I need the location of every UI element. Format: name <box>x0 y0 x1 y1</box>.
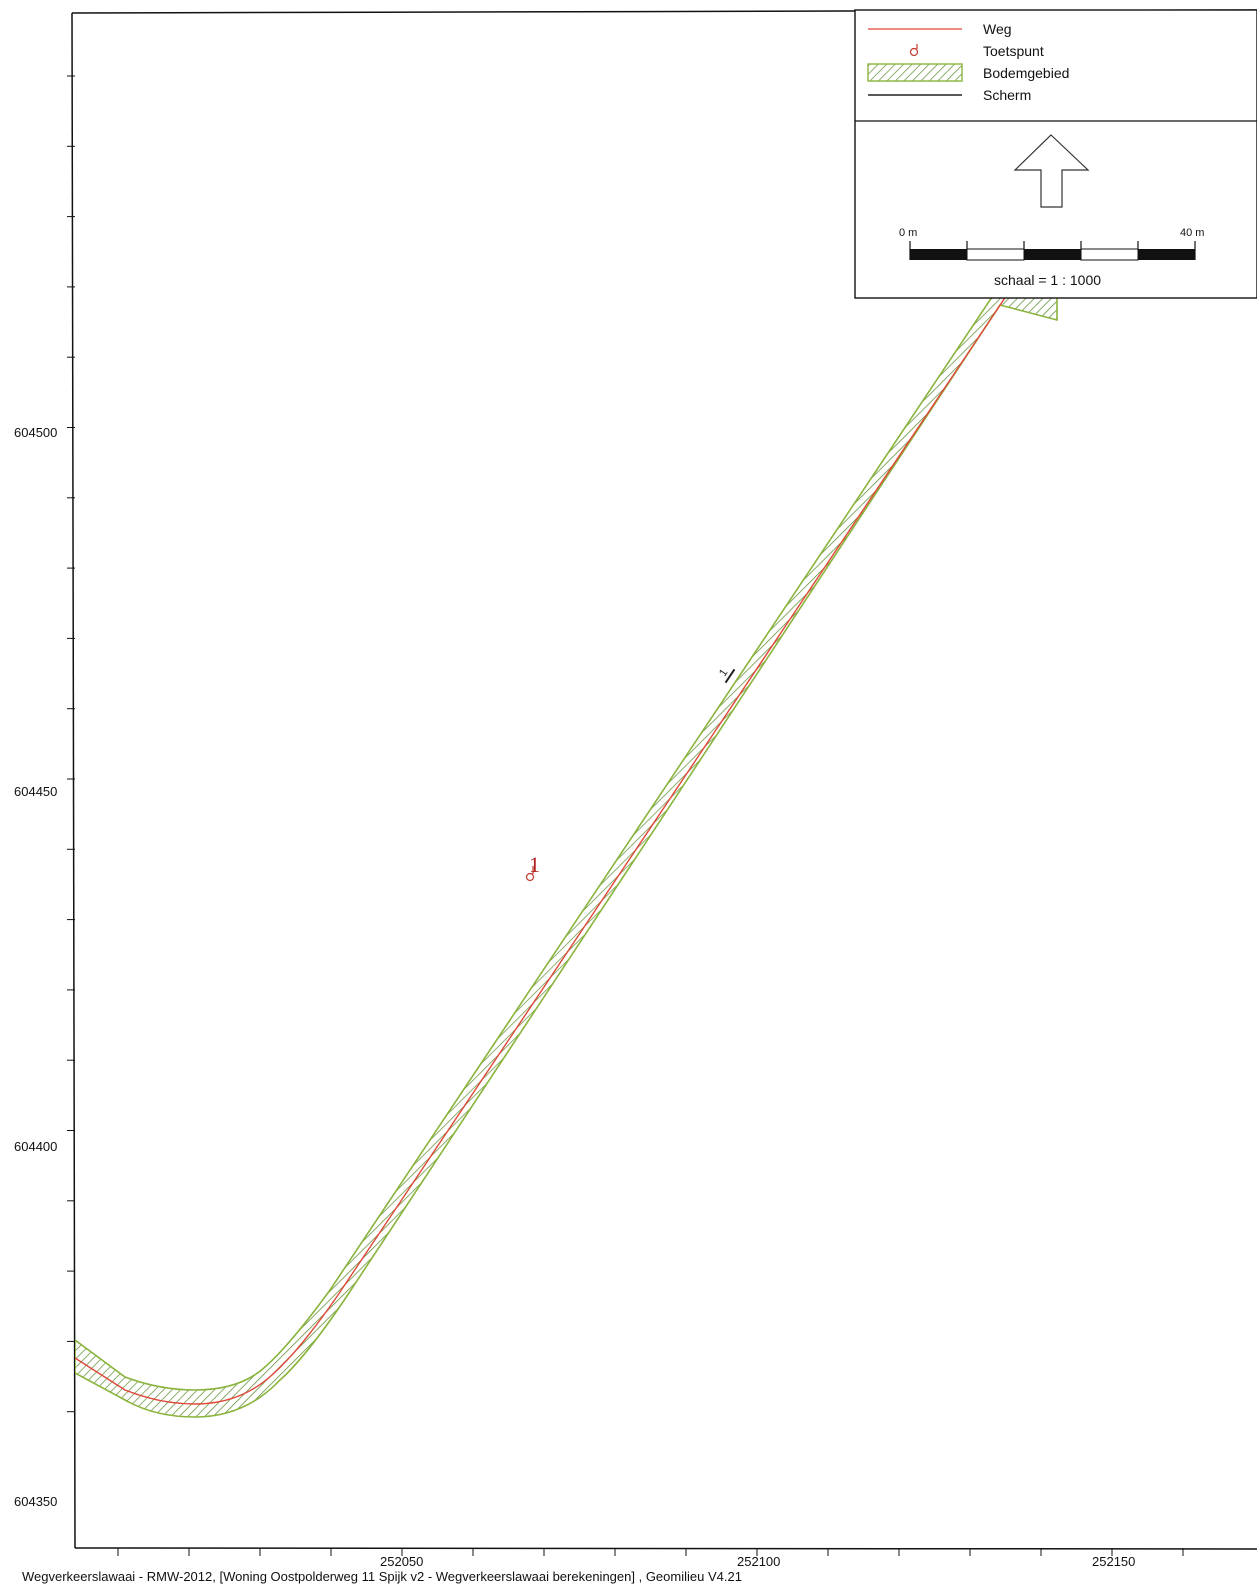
legend-item-bodemgebied: Bodemgebied <box>867 63 1069 82</box>
y-axis-labels: 604500 604450 604400 604350 <box>14 425 57 1509</box>
x-axis-ticks <box>117 1548 1184 1556</box>
legend-label: Scherm <box>983 87 1031 103</box>
footer-caption: Wegverkeerslawaai - RMW-2012, [Woning Oo… <box>22 1569 742 1584</box>
test-point-marker[interactable]: 1 <box>525 852 541 882</box>
legend-label: Weg <box>983 21 1012 37</box>
legend-label: Toetspunt <box>983 43 1044 59</box>
x-tick-label: 252050 <box>380 1554 423 1569</box>
x-tick-label: 252150 <box>1092 1554 1135 1569</box>
x-axis-labels: 252050 252100 252150 <box>380 1554 1135 1569</box>
legend-box: Weg Toetspunt Bodemgebied Scherm <box>854 9 1257 299</box>
y-tick-label: 604400 <box>14 1139 57 1154</box>
scale-bar: 0 m 40 m schaal = 1 : 1000 <box>899 227 1204 288</box>
road-id-label: 1 <box>717 667 730 679</box>
legend-item-toetspunt: Toetspunt <box>909 43 1044 59</box>
test-point-label: 1 <box>529 852 540 877</box>
legend-label: Bodemgebied <box>983 65 1069 81</box>
scale-start-label: 0 m <box>899 227 917 239</box>
scale-caption: schaal = 1 : 1000 <box>994 272 1101 288</box>
legend-item-weg: Weg <box>868 21 1012 37</box>
scale-end-label: 40 m <box>1180 227 1204 239</box>
road-line[interactable] <box>75 219 1058 1405</box>
y-tick-label: 604450 <box>14 784 57 799</box>
test-point-icon <box>909 44 919 57</box>
hatched-area-icon <box>867 63 963 82</box>
north-arrow-icon <box>1013 134 1090 208</box>
road-label: 1 <box>717 667 736 684</box>
hatched-ground-area[interactable] <box>75 268 1058 1418</box>
y-tick-label: 604500 <box>14 425 57 440</box>
y-tick-label: 604350 <box>14 1494 57 1509</box>
legend-item-scherm: Scherm <box>868 87 1031 103</box>
y-axis-ticks <box>67 75 75 1413</box>
x-tick-label: 252100 <box>737 1554 780 1569</box>
